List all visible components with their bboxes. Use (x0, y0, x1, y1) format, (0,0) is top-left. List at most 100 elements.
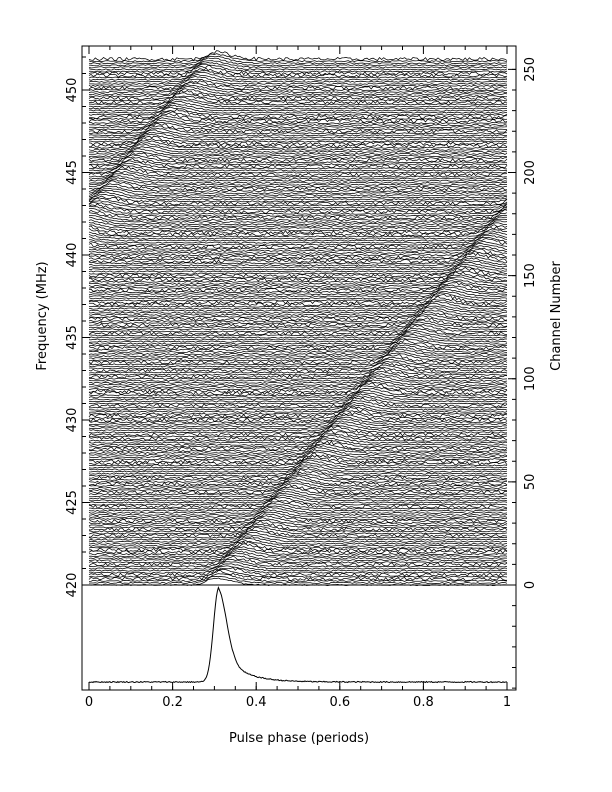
channel-trace (89, 140, 508, 149)
channel-trace (88, 100, 508, 110)
axes (81, 45, 517, 691)
channel-trace (88, 150, 508, 160)
x-tick-label: 0.4 (246, 695, 267, 710)
channel-trace (88, 119, 508, 129)
channel-trace (88, 454, 508, 466)
channel-trace (88, 152, 508, 163)
channel-trace (88, 89, 508, 101)
channel-trace (88, 72, 508, 81)
channel-trace (88, 437, 508, 446)
channel-trace (88, 490, 508, 500)
channel-trace (88, 291, 508, 300)
x-tick-label: 0.8 (413, 695, 434, 710)
channel-trace (88, 505, 508, 514)
channel-trace (88, 191, 508, 201)
channel-trace (88, 276, 507, 285)
channel-trace (88, 205, 508, 215)
channel-trace (88, 88, 508, 98)
channel-trace (88, 292, 508, 302)
channel-trace (88, 393, 508, 403)
channel-trace (88, 321, 508, 331)
channel-trace (88, 220, 508, 230)
channel-trace (88, 284, 508, 294)
channel-trace (88, 352, 508, 362)
channel-trace (88, 134, 508, 143)
channel-trace (88, 406, 508, 419)
channel-trace (88, 478, 508, 488)
channel-trace (88, 520, 508, 532)
channel-trace (89, 222, 508, 232)
tick-labels: 0 0.2 0.4 0.6 0.8 1 420 425 430 435 440 445 450 0 50 10… (65, 57, 538, 710)
channel-trace (88, 449, 507, 459)
channel-trace (88, 248, 508, 260)
channel-trace (88, 144, 508, 153)
channel-trace (88, 270, 508, 279)
channel-trace (88, 414, 508, 424)
channel-trace (88, 180, 508, 192)
channel-trace (89, 399, 508, 409)
channel-trace (88, 234, 508, 244)
channel-trace (88, 200, 508, 209)
channel-trace (88, 498, 508, 509)
channel-trace (89, 262, 508, 271)
channel-trace (88, 294, 508, 305)
channel-trace (88, 281, 508, 293)
channel-trace (88, 125, 508, 135)
channel-trace (88, 532, 508, 541)
channel-trace (88, 354, 508, 365)
channel-trace (88, 382, 508, 394)
channel-trace (89, 395, 508, 405)
tick-marks (82, 46, 516, 690)
channel-trace (88, 286, 508, 296)
channel-trace (88, 80, 508, 91)
channel-trace (88, 462, 507, 471)
axes-frame (81, 45, 517, 691)
channel-trace (88, 567, 508, 577)
channel-trace (88, 252, 508, 264)
channel-trace (88, 433, 508, 442)
channel-tick-label: 0 (523, 581, 538, 589)
channel-trace (88, 103, 508, 112)
channel-trace (88, 420, 508, 430)
channel-trace (88, 540, 508, 549)
channel-trace (88, 555, 508, 567)
channel-trace (88, 212, 508, 222)
channel-trace (88, 389, 507, 399)
channel-trace (88, 242, 508, 252)
channel-trace (88, 247, 508, 257)
channel-trace (88, 459, 508, 469)
freq-tick-label: 430 (65, 408, 80, 433)
channel-trace (88, 565, 508, 574)
channel-trace (88, 506, 508, 516)
channel-trace (88, 216, 508, 226)
channel-trace (88, 313, 508, 322)
channel-trace (88, 260, 508, 269)
channel-trace (88, 381, 508, 391)
channel-trace (88, 554, 508, 564)
channel-trace (88, 317, 508, 328)
channel-tick-label: 100 (523, 366, 538, 391)
channel-trace (88, 175, 508, 184)
channel-trace (88, 494, 508, 504)
channel-trace (88, 229, 508, 238)
channel-trace (89, 379, 508, 389)
channel-trace (88, 306, 508, 316)
channel-trace (89, 214, 508, 224)
channel-trace (88, 335, 508, 345)
channel-trace (88, 324, 508, 336)
channel-trace (88, 552, 507, 562)
channel-trace (88, 338, 508, 347)
channel-trace (88, 563, 508, 572)
channel-trace (88, 302, 508, 312)
channel-trace (88, 162, 507, 172)
channel-trace (88, 195, 508, 206)
freq-tick-label: 440 (65, 243, 80, 268)
channel-trace (88, 137, 508, 148)
channel-trace (88, 295, 508, 307)
freq-tick-label: 420 (65, 573, 80, 598)
channel-trace (88, 245, 508, 255)
channel-trace (88, 550, 508, 560)
channel-trace (88, 230, 508, 240)
channel-trace (88, 561, 508, 570)
channel-trace (88, 50, 508, 62)
